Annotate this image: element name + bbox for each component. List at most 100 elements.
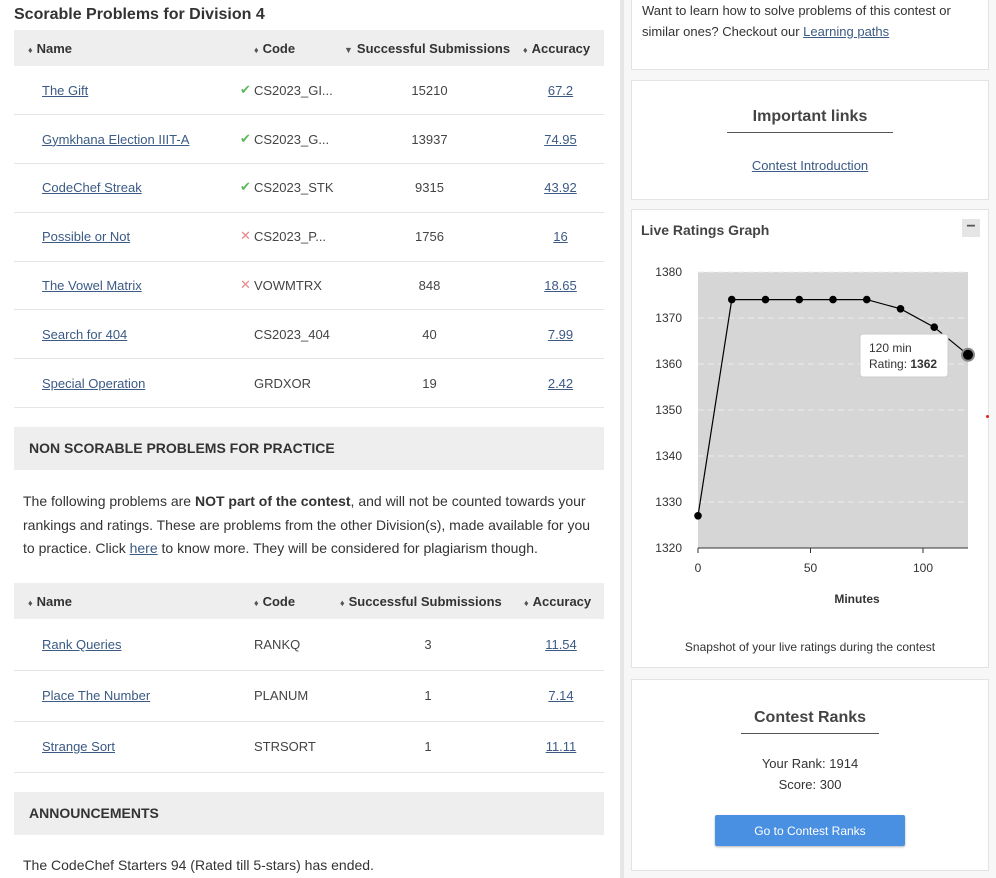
problem-name-link[interactable]: The Gift [42,82,89,98]
problems-column: Scorable Problems for Division 4 ♦ Name ♦… [14,6,604,873]
table-header-row: ♦ Name ♦ Code ♦ Successful Submissions ♦ Acc… [14,583,604,619]
rating-point-active [961,347,975,362]
rating-point [761,295,770,304]
header-accuracy[interactable]: ♦ Accuracy [523,40,591,56]
table-row: Rank Queries RANKQ 3 11.54 [14,619,604,671]
table-row: CodeChef Streak ✔ CS2023_STK 9315 43.92 [14,163,604,213]
your-rank: Your Rank: 1914 [761,756,859,771]
x-tick-label: 50 [804,561,818,575]
tooltip-time: 120 min [869,341,912,355]
x-tick-label: 0 [695,561,702,575]
contest-introduction-link[interactable]: Contest Introduction [751,158,869,173]
problem-name-link[interactable]: Special Operation [42,375,146,391]
ratings-title: Live Ratings Graph [641,222,770,238]
learning-card: Want to learn how to solve problems of t… [631,0,989,70]
ratings-caption: Snapshot of your live ratings during the… [684,640,936,654]
problem-name-link[interactable]: Place The Number [42,688,151,703]
problem-name-link[interactable]: CodeChef Streak [42,180,142,196]
accuracy-link[interactable]: 7.14 [548,688,574,703]
successful-submissions: 1 [338,721,518,773]
accuracy-link[interactable]: 11.54 [545,636,577,652]
accuracy-link[interactable]: 2.42 [547,375,574,391]
important-links-card: Important links Contest Introduction [631,80,989,200]
rating-point [862,295,871,304]
header-code[interactable]: ♦ Code [254,40,296,56]
problem-code: RANKQ [248,619,338,671]
learning-text: Want to learn how to solve problems of t… [642,3,951,39]
know-more-link[interactable]: here [129,540,158,556]
table-row: Search for 404 CS2023_404 40 7.99 [14,309,604,360]
accuracy-link[interactable]: 43.92 [544,180,577,196]
practice-description: The following problems are NOT part of t… [23,493,591,556]
problem-code: GRDXOR [248,358,342,409]
title-underline [741,733,879,734]
header-name[interactable]: ♦ Name [28,593,73,609]
successful-submissions: 1 [338,670,518,722]
sort-icon: ♦ [340,597,345,608]
contest-ranks-card: Contest Ranks Your Rank: 1914 Score: 300… [631,679,989,871]
learning-paths-link[interactable]: Learning paths [803,24,890,39]
problem-name-link[interactable]: Rank Queries [42,636,122,652]
problem-name-link[interactable]: Strange Sort [42,739,115,754]
accuracy-link[interactable]: 16 [553,229,568,245]
check-icon: ✔ [240,130,251,146]
problem-code: CS2023_STK [248,163,342,213]
table-header-row: ♦ Name ♦ Code ▼ Successful Submissions ♦ Acc… [14,30,604,66]
header-code[interactable]: ♦ Code [254,593,296,609]
y-tick-label: 1320 [655,541,682,555]
announcement-text: The CodeChef Starters 94 (Rated till 5-s… [23,857,374,873]
accuracy-link[interactable]: 18.65 [544,278,577,294]
problem-code: CS2023_404 [248,309,342,360]
header-subs[interactable]: ♦ Successful Submissions [340,593,502,609]
problem-name-link[interactable]: Search for 404 [42,326,128,342]
ratings-chart: 1320 1330 1340 1350 1360 1370 1380 0 50 100 Minute… [655,265,975,606]
tooltip-rating: Rating: 1362 [869,357,937,371]
accuracy-link[interactable]: 11.11 [545,739,577,754]
problem-code: CS2023_P... [248,212,342,262]
sort-icon: ♦ [28,597,33,608]
problem-name-link[interactable]: Possible or Not [42,229,131,245]
accuracy-link[interactable]: 74.95 [544,131,577,147]
rating-point [829,295,837,304]
header-name[interactable]: ♦ Name [28,40,73,56]
problem-code: VOWMTRX [248,261,342,311]
problem-name-link[interactable]: Gymkhana Election IIIT-A [42,131,190,147]
check-icon: ✔ [240,81,251,97]
scorable-table: ♦ Name ♦ Code ▼ Successful Submissions ♦ Acc… [14,30,604,409]
rating-point [727,295,736,304]
collapse-button[interactable]: − [962,219,980,237]
table-row: Special Operation GRDXOR 19 2.42 [14,358,604,409]
rating-point [795,295,804,304]
sort-desc-icon: ▼ [344,44,353,55]
rating-point [694,512,702,520]
successful-submissions: 1756 [342,212,517,262]
sort-icon: ♦ [254,44,259,55]
header-accuracy[interactable]: ♦ Accuracy [524,593,592,609]
contest-ranks-title: Contest Ranks [753,709,867,726]
accuracy-link[interactable]: 67.2 [547,82,574,98]
problem-code: STRSORT [248,721,338,773]
red-dot-marker [986,415,989,418]
table-row: Possible or Not ✕ CS2023_P... 1756 16 [14,212,604,262]
y-tick-label: 1350 [655,403,682,417]
y-tick-label: 1340 [655,449,682,463]
y-tick-label: 1360 [655,357,682,371]
successful-submissions: 3 [338,619,518,671]
cross-icon: ✕ [240,228,251,244]
announcements-title: ANNOUNCEMENTS [14,792,604,835]
tooltip-box [859,333,949,378]
y-tick-label: 1380 [655,265,682,279]
table-row: Gymkhana Election IIIT-A ✔ CS2023_G... 1393… [14,114,604,165]
accuracy-link[interactable]: 7.99 [547,326,574,342]
rating-point [930,323,939,331]
header-subs[interactable]: ▼ Successful Submissions [344,40,511,56]
successful-submissions: 15210 [342,66,517,116]
successful-submissions: 19 [342,358,517,409]
problem-name-link[interactable]: The Vowel Matrix [42,278,142,294]
go-to-contest-ranks-button[interactable]: Go to Contest Ranks [715,815,905,846]
table-row: The Gift ✔ CS2023_GI... 15210 67.2 [14,66,604,116]
column-divider [620,0,624,878]
successful-submissions: 40 [342,309,517,360]
successful-submissions: 13937 [342,114,517,165]
table-row: Place The Number PLANUM 1 7.14 [14,670,604,722]
